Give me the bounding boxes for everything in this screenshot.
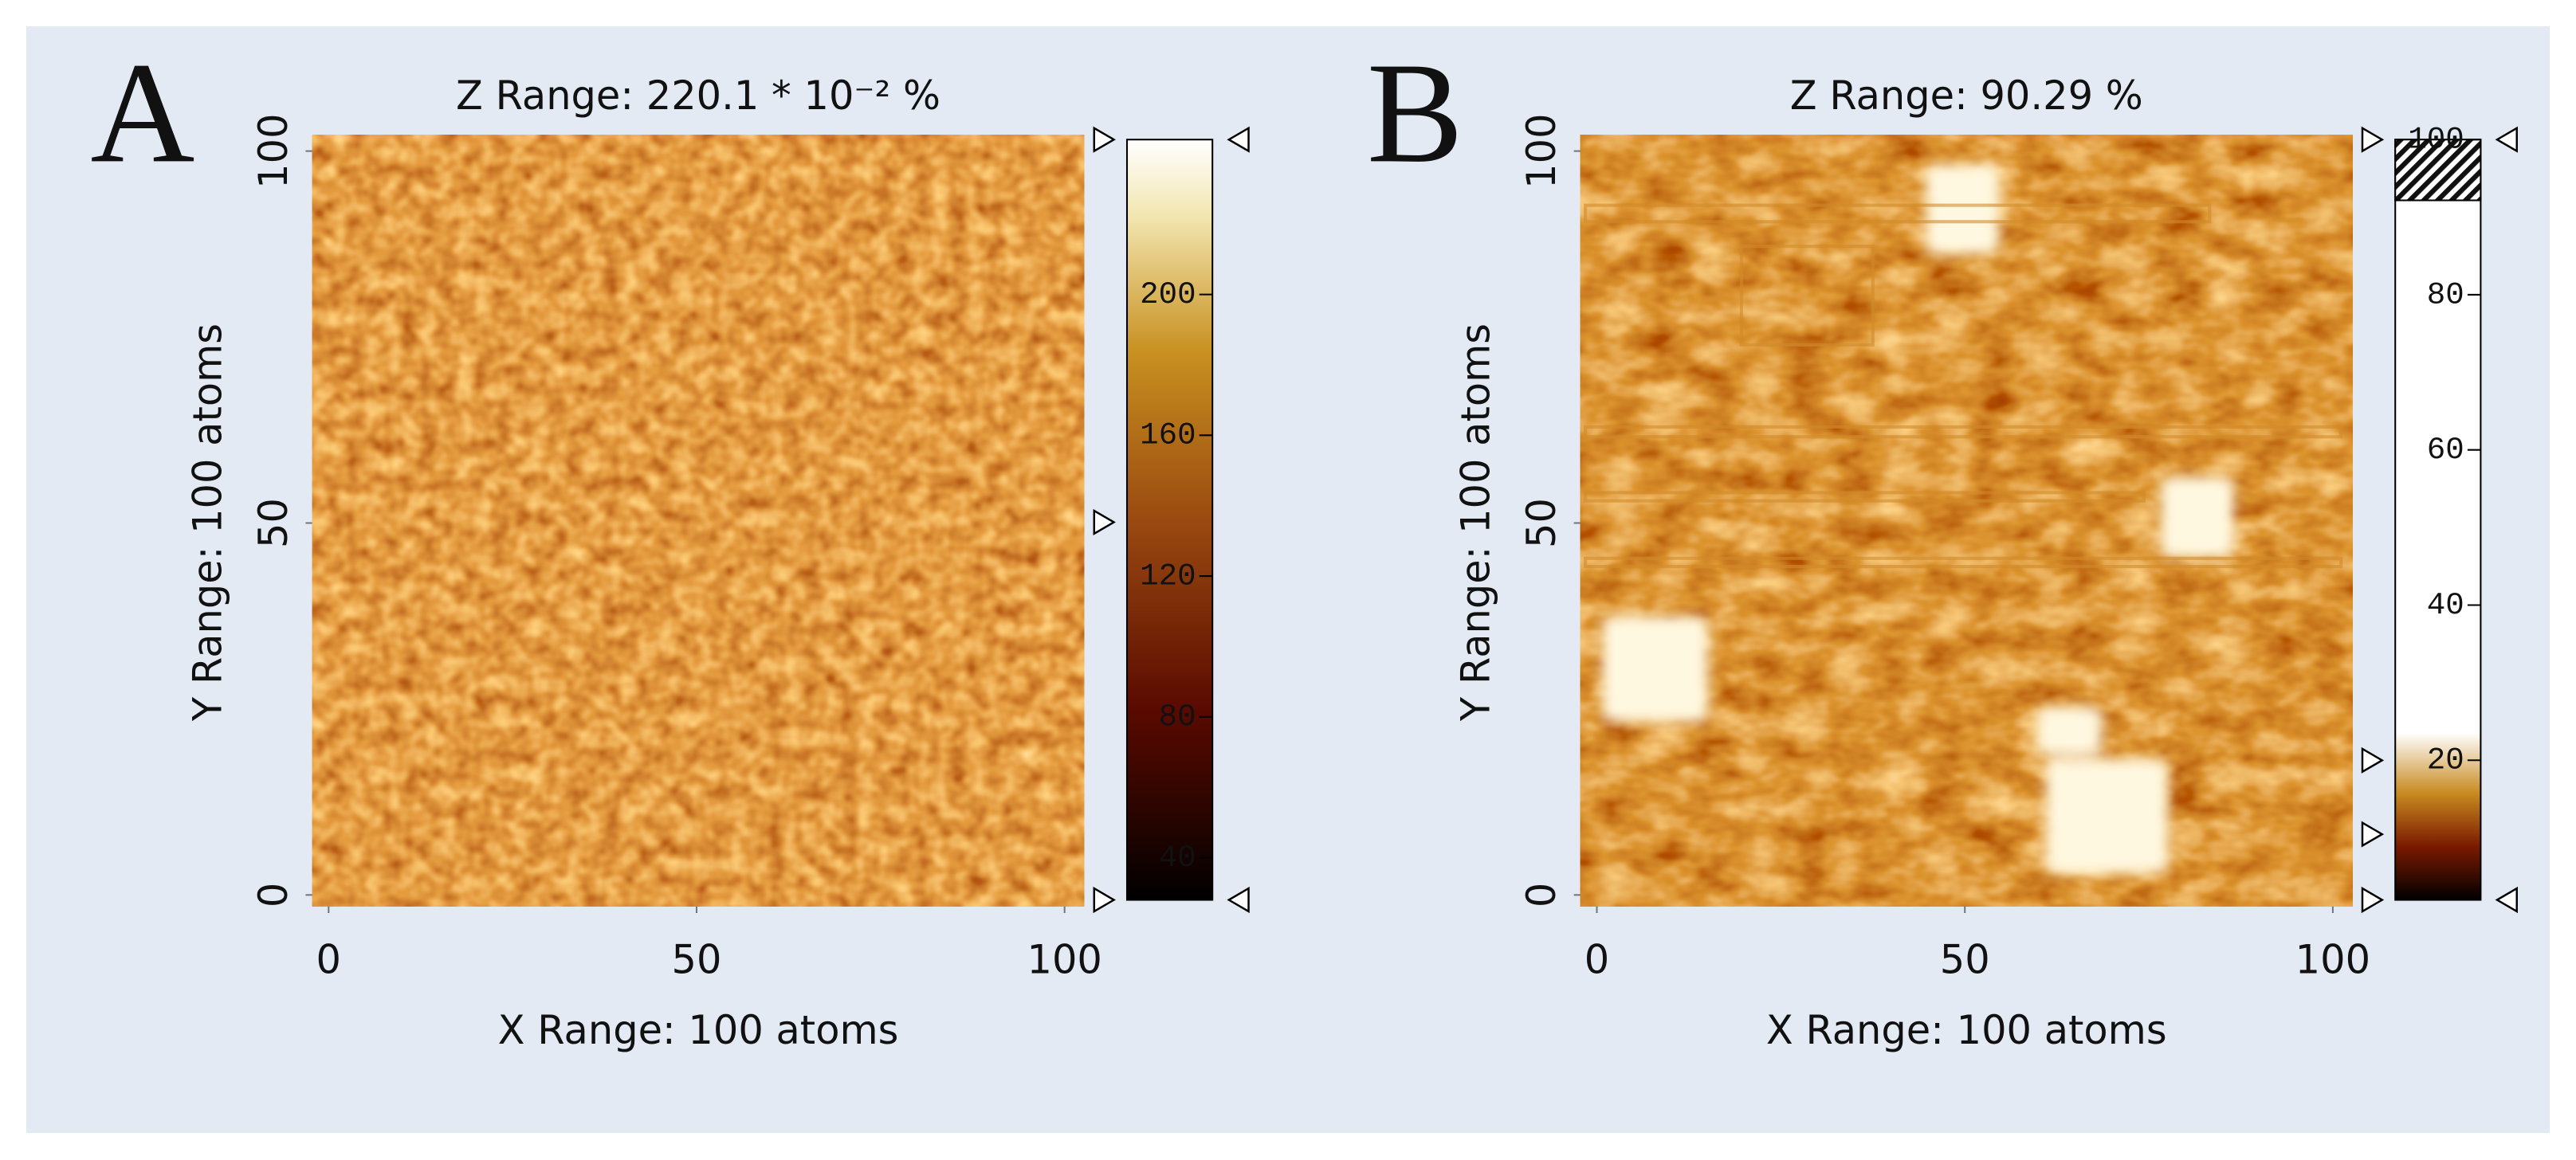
panel-label: A bbox=[90, 33, 194, 193]
x-tick-label: 50 bbox=[672, 936, 722, 982]
colorbar-tick-label: 20 bbox=[2427, 743, 2464, 778]
x-axis-label: X Range: 100 atoms bbox=[498, 1007, 899, 1053]
chart-title: Z Range: 90.29 % bbox=[1790, 72, 2143, 119]
colorbar bbox=[2394, 139, 2482, 901]
x-tick-label: 0 bbox=[316, 936, 341, 982]
x-tick-label: 0 bbox=[1584, 936, 1609, 982]
range-marker bbox=[2361, 821, 2385, 848]
colorbar-tick-label: 40 bbox=[1159, 840, 1196, 876]
range-marker bbox=[2361, 886, 2385, 914]
panel-label: B bbox=[1367, 33, 1463, 193]
streak bbox=[1739, 245, 1875, 347]
y-tick-label: 100 bbox=[1518, 113, 1565, 188]
y-tick-label: 50 bbox=[250, 498, 296, 548]
colorbar-tick-label: 160 bbox=[1140, 417, 1196, 453]
y-axis-label: Y Range: 100 atoms bbox=[184, 323, 230, 722]
y-axis-label: Y Range: 100 atoms bbox=[1453, 323, 1499, 722]
bright-feature bbox=[2036, 706, 2103, 756]
colorbar bbox=[1125, 139, 1214, 901]
streak bbox=[1584, 203, 2212, 224]
y-tick-label: 50 bbox=[1518, 498, 1565, 548]
range-marker bbox=[1093, 508, 1116, 536]
colorbar-tick-label: 80 bbox=[2427, 276, 2464, 312]
x-tick-label: 100 bbox=[1027, 936, 1101, 982]
colorbar-tick-label: 60 bbox=[2427, 432, 2464, 468]
range-marker bbox=[2361, 747, 2385, 774]
x-tick-label: 50 bbox=[1940, 936, 1990, 982]
range-marker bbox=[1227, 886, 1250, 914]
range-marker bbox=[2361, 126, 2385, 153]
bright-features bbox=[1601, 164, 2235, 874]
colorbar-tick-label: 200 bbox=[1140, 276, 1196, 312]
bright-feature bbox=[1925, 164, 2000, 255]
y-tick-label: 0 bbox=[250, 883, 296, 907]
bright-feature bbox=[2160, 476, 2235, 558]
chart-title: Z Range: 220.1 * 10⁻² % bbox=[456, 72, 940, 119]
range-marker bbox=[2495, 126, 2518, 153]
range-marker bbox=[1093, 886, 1116, 914]
colorbar-tick-label: 100 bbox=[2408, 122, 2464, 158]
x-tick-label: 100 bbox=[2295, 936, 2370, 982]
y-tick-label: 0 bbox=[1518, 883, 1565, 907]
heatmap-image bbox=[312, 135, 1085, 907]
colorbar-overflow bbox=[2394, 139, 2482, 202]
colorbar-tick-label: 40 bbox=[2427, 587, 2464, 623]
bright-feature bbox=[1601, 615, 1709, 723]
colorbar-tick-label: 120 bbox=[1140, 558, 1196, 594]
streak bbox=[1584, 425, 2343, 439]
y-tick-label: 100 bbox=[250, 113, 296, 188]
streak bbox=[1584, 491, 2146, 503]
colorbar-tick-label: 80 bbox=[1159, 699, 1196, 735]
bright-feature bbox=[2045, 758, 2169, 874]
range-marker bbox=[1227, 126, 1250, 153]
range-marker bbox=[1093, 126, 1116, 153]
x-axis-label: X Range: 100 atoms bbox=[1766, 1007, 2167, 1053]
range-marker bbox=[2495, 886, 2518, 914]
streak bbox=[1584, 556, 2343, 569]
